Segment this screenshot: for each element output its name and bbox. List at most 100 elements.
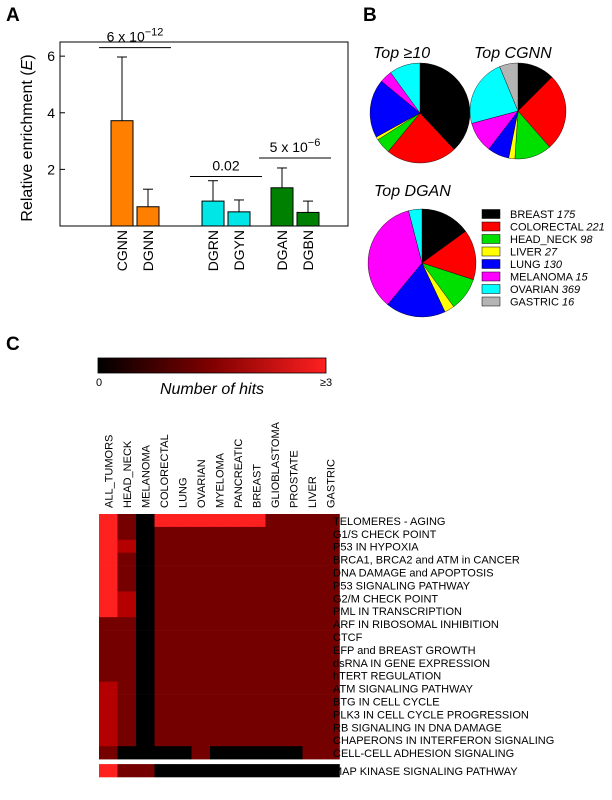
- cell-r6-c8: [247, 591, 266, 605]
- cell-r15-c7: [228, 707, 248, 721]
- cell-r9-c8: [247, 630, 266, 644]
- cell-r18-c5: [191, 746, 211, 760]
- cell-r8-c7: [228, 617, 248, 631]
- cell-r5-c11: [302, 578, 322, 592]
- cell-r2-c3: [154, 539, 174, 553]
- x-tick-label-5: DGBN: [300, 230, 316, 270]
- cell-extra-c6: [210, 764, 229, 778]
- cell-r6-c2: [136, 591, 155, 605]
- panel-label-c: C: [6, 334, 20, 355]
- legend-entry-head_neck: HEAD_NECK 98: [510, 234, 593, 246]
- cell-r2-c1: [117, 539, 137, 553]
- cell-r2-c7: [228, 539, 248, 553]
- panel-label-b: B: [363, 5, 377, 26]
- cell-r17-c9: [265, 733, 285, 747]
- legend-swatch-melanoma: [481, 271, 501, 282]
- cell-r9-c2: [136, 630, 155, 644]
- cell-r0-c3: [154, 514, 174, 528]
- column-label-myeloma: MYELOMA: [214, 452, 226, 508]
- cell-r8-c3: [154, 617, 174, 631]
- cell-r12-c9: [265, 668, 285, 682]
- cell-r12-c2: [136, 668, 155, 682]
- cell-r18-c9: [265, 746, 285, 760]
- cell-extra-c11: [302, 764, 322, 778]
- cell-r13-c1: [117, 681, 137, 695]
- cell-r5-c9: [265, 578, 285, 592]
- cell-r13-c6: [210, 681, 229, 695]
- cell-r1-c9: [265, 526, 285, 541]
- cell-r7-c12: [321, 604, 340, 618]
- cell-r5-c2: [136, 578, 155, 592]
- column-label-breast: BREAST: [251, 464, 263, 508]
- cell-r0-c12: [321, 514, 340, 528]
- legend-entry-melanoma: MELANOMA 15: [510, 272, 589, 284]
- cell-r3-c12: [321, 552, 340, 566]
- cell-extra-c10: [284, 764, 303, 778]
- cell-r8-c6: [210, 617, 229, 631]
- legend-swatch-breast: [481, 209, 501, 219]
- cell-r17-c8: [247, 733, 266, 747]
- cell-r1-c6: [210, 526, 229, 541]
- cell-r7-c7: [228, 604, 248, 618]
- cell-r10-c4: [173, 643, 192, 657]
- cell-extra-c5: [191, 764, 211, 778]
- cell-r4-c8: [247, 565, 266, 579]
- cell-r13-c5: [191, 681, 211, 695]
- cell-r10-c10: [284, 643, 303, 657]
- cell-r14-c9: [265, 694, 285, 708]
- cell-r16-c12: [321, 720, 340, 734]
- cell-extra-c12: [321, 764, 340, 778]
- pie-title-top-cgnn: Top CGNN: [474, 45, 552, 62]
- cell-r8-c2: [136, 617, 155, 631]
- pie-0-slice-ovarian: [390, 62, 421, 114]
- cell-r11-c9: [265, 655, 285, 670]
- cell-r9-c6: [210, 630, 229, 644]
- cell-r15-c11: [302, 707, 322, 721]
- row-label-2: P53 IN HYPOXIA: [333, 542, 419, 554]
- cell-r12-c3: [154, 668, 174, 682]
- cell-r11-c4: [173, 655, 192, 670]
- bar-dgan: [270, 187, 294, 227]
- row-label-18: CELL-CELL ADHESION SIGNALING: [333, 748, 514, 760]
- pie-title-top-dgan: Top DGAN: [374, 183, 451, 200]
- cell-r11-c10: [284, 655, 303, 670]
- cell-r13-c3: [154, 681, 174, 695]
- column-label-glioblastoma: GLIOBLASTOMA: [270, 421, 282, 508]
- legend-entry-ovarian: OVARIAN 369: [510, 284, 580, 296]
- cell-r0-c6: [210, 514, 229, 528]
- cell-r16-c8: [247, 720, 266, 734]
- cell-r15-c5: [191, 707, 211, 721]
- row-label-12: hTERT REGULATION: [333, 671, 441, 683]
- cell-r1-c3: [154, 526, 174, 541]
- row-label-17: CHAPERONS IN INTERFERON SIGNALING: [333, 735, 554, 747]
- cell-r16-c4: [173, 720, 192, 734]
- cell-r14-c8: [247, 694, 266, 708]
- cell-r3-c5: [191, 552, 211, 566]
- cell-r15-c10: [284, 707, 303, 721]
- cell-r3-c4: [173, 552, 192, 566]
- cell-r7-c5: [191, 604, 211, 618]
- cell-r6-c4: [173, 591, 192, 605]
- legend-entry-colorectal: COLORECTAL 221: [510, 222, 605, 234]
- cell-r16-c5: [191, 720, 211, 734]
- cell-r15-c6: [210, 707, 229, 721]
- cell-r0-c1: [117, 514, 137, 528]
- cell-r15-c4: [173, 707, 192, 721]
- cell-r2-c0: [99, 539, 118, 553]
- heatmap-labels: ALL_TUMORS HEAD_NECK MELANOMA COLORECTAL LUN…: [103, 421, 554, 778]
- cell-r1-c4: [173, 526, 192, 541]
- pie-1-slice-colorectal: [517, 76, 567, 148]
- cell-r7-c6: [210, 604, 229, 618]
- pie-0-slice-lung: [369, 80, 421, 138]
- pie-1-slice-gastric: [499, 62, 519, 112]
- cell-r16-c10: [284, 720, 303, 734]
- cell-r3-c1: [117, 552, 137, 566]
- pie-1-slice-ovarian: [469, 66, 519, 124]
- cell-r10-c6: [210, 643, 229, 657]
- row-label-11: dsRNA IN GENE EXPRESSION: [333, 658, 490, 670]
- cell-r10-c0: [99, 643, 118, 657]
- plot-frame: [59, 41, 349, 227]
- cell-r1-c5: [191, 526, 211, 541]
- cell-r5-c7: [228, 578, 248, 592]
